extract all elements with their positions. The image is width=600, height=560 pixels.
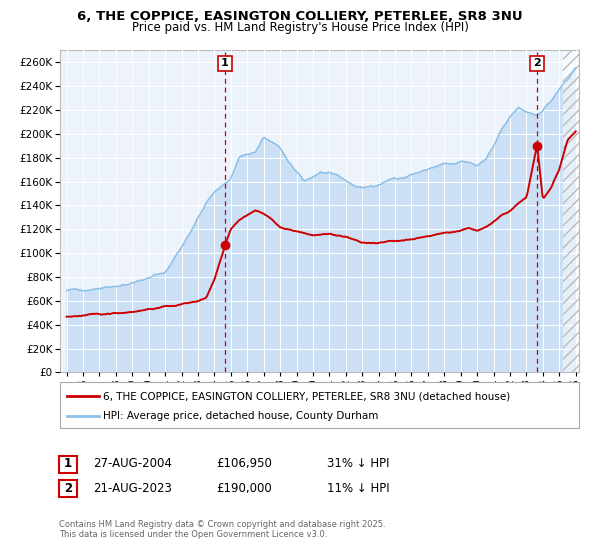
Text: 6, THE COPPICE, EASINGTON COLLIERY, PETERLEE, SR8 3NU (detached house): 6, THE COPPICE, EASINGTON COLLIERY, PETE…	[103, 391, 511, 402]
Text: 21-AUG-2023: 21-AUG-2023	[93, 482, 172, 495]
Bar	[563, 50, 579, 372]
Text: Price paid vs. HM Land Registry's House Price Index (HPI): Price paid vs. HM Land Registry's House …	[131, 21, 469, 34]
Text: Contains HM Land Registry data © Crown copyright and database right 2025.
This d: Contains HM Land Registry data © Crown c…	[59, 520, 385, 539]
Text: 31% ↓ HPI: 31% ↓ HPI	[327, 457, 389, 470]
Text: 2: 2	[533, 58, 541, 68]
Text: 6, THE COPPICE, EASINGTON COLLIERY, PETERLEE, SR8 3NU: 6, THE COPPICE, EASINGTON COLLIERY, PETE…	[77, 10, 523, 22]
Text: HPI: Average price, detached house, County Durham: HPI: Average price, detached house, Coun…	[103, 410, 379, 421]
Text: £106,950: £106,950	[216, 457, 272, 470]
Text: 1: 1	[221, 58, 229, 68]
Text: 1: 1	[64, 457, 72, 470]
Text: 2: 2	[64, 482, 72, 495]
Text: 27-AUG-2004: 27-AUG-2004	[93, 457, 172, 470]
Bar	[563, 50, 579, 372]
Text: £190,000: £190,000	[216, 482, 272, 495]
Text: 11% ↓ HPI: 11% ↓ HPI	[327, 482, 389, 495]
